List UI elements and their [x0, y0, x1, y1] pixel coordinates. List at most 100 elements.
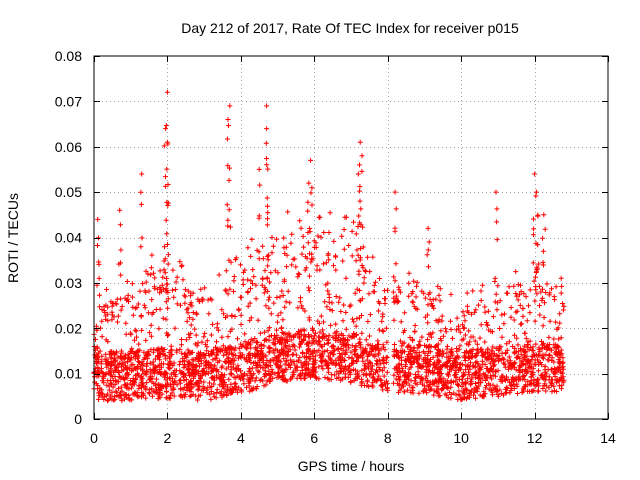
- data-point: [252, 345, 258, 351]
- data-point: [238, 262, 243, 268]
- data-point: [228, 364, 234, 370]
- data-point: [333, 253, 338, 259]
- data-point: [495, 388, 501, 393]
- data-point: [492, 299, 498, 305]
- data-point: [532, 171, 538, 177]
- data-point: [238, 376, 243, 382]
- data-point: [394, 353, 399, 359]
- data-point: [413, 375, 418, 381]
- data-point: [173, 368, 179, 374]
- data-point: [201, 352, 207, 358]
- data-point: [501, 321, 507, 327]
- data-point: [517, 302, 523, 308]
- data-point: [540, 259, 546, 265]
- data-point: [325, 280, 331, 286]
- data-point: [316, 376, 322, 382]
- data-point: [156, 354, 161, 360]
- data-point: [159, 282, 165, 288]
- data-point: [105, 339, 111, 345]
- data-point: [540, 286, 545, 292]
- data-point: [121, 360, 127, 366]
- data-point: [392, 298, 398, 304]
- data-point: [186, 331, 192, 337]
- data-point: [205, 370, 211, 376]
- data-point: [348, 349, 354, 355]
- data-point: [245, 277, 251, 283]
- data-point: [117, 207, 123, 213]
- data-point: [376, 373, 382, 379]
- data-point: [244, 346, 250, 352]
- data-point: [474, 388, 480, 394]
- data-point: [338, 309, 344, 314]
- data-point: [99, 378, 105, 384]
- data-point: [339, 355, 345, 361]
- data-point: [416, 342, 422, 348]
- data-point: [277, 373, 283, 379]
- data-point: [150, 349, 156, 355]
- data-point: [367, 312, 373, 318]
- data-point: [119, 364, 124, 370]
- data-point: [506, 354, 512, 360]
- data-point: [333, 321, 339, 327]
- data-point: [329, 308, 335, 314]
- data-point: [99, 394, 105, 400]
- data-point: [541, 212, 547, 218]
- data-point: [534, 378, 540, 384]
- data-point: [343, 310, 349, 315]
- data-point: [171, 393, 177, 399]
- data-point: [542, 226, 548, 232]
- data-point: [301, 361, 307, 367]
- data-point: [423, 344, 429, 350]
- data-point: [232, 257, 238, 263]
- data-point: [310, 354, 316, 360]
- data-point: [139, 359, 145, 365]
- data-point: [453, 392, 459, 398]
- data-point: [423, 367, 429, 373]
- data-point: [499, 373, 505, 379]
- data-point: [276, 364, 282, 370]
- data-point: [113, 367, 119, 373]
- data-point: [215, 359, 221, 365]
- data-point: [478, 346, 484, 352]
- data-point: [305, 340, 311, 346]
- data-point: [374, 361, 379, 367]
- data-point: [99, 358, 105, 364]
- data-point: [225, 217, 231, 223]
- data-point: [247, 355, 253, 361]
- data-point: [473, 353, 479, 359]
- data-point: [501, 392, 506, 398]
- data-point: [533, 284, 539, 290]
- data-point: [530, 260, 536, 266]
- data-point: [117, 392, 123, 398]
- data-point: [426, 239, 432, 245]
- data-point: [367, 333, 372, 339]
- data-point: [270, 347, 276, 353]
- data-point: [326, 295, 332, 300]
- data-point: [118, 260, 123, 266]
- data-point: [490, 344, 496, 350]
- data-point: [99, 366, 104, 372]
- data-point: [203, 363, 209, 369]
- data-point: [506, 339, 512, 345]
- data-point: [504, 347, 510, 353]
- data-point: [313, 240, 319, 246]
- data-point: [179, 342, 184, 348]
- data-point: [148, 265, 154, 271]
- data-point: [508, 314, 514, 320]
- data-point: [428, 334, 434, 340]
- data-point: [360, 371, 366, 377]
- data-point: [492, 362, 498, 368]
- data-point: [283, 299, 289, 305]
- data-point: [560, 360, 565, 366]
- data-point: [306, 332, 311, 338]
- data-point: [256, 369, 262, 375]
- data-point: [305, 199, 311, 205]
- data-point: [338, 377, 344, 383]
- data-point: [487, 360, 493, 366]
- data-point: [266, 333, 272, 339]
- data-point: [119, 398, 125, 404]
- data-point: [340, 333, 346, 338]
- data-point: [485, 308, 491, 314]
- data-point: [139, 385, 144, 391]
- data-point: [383, 355, 389, 361]
